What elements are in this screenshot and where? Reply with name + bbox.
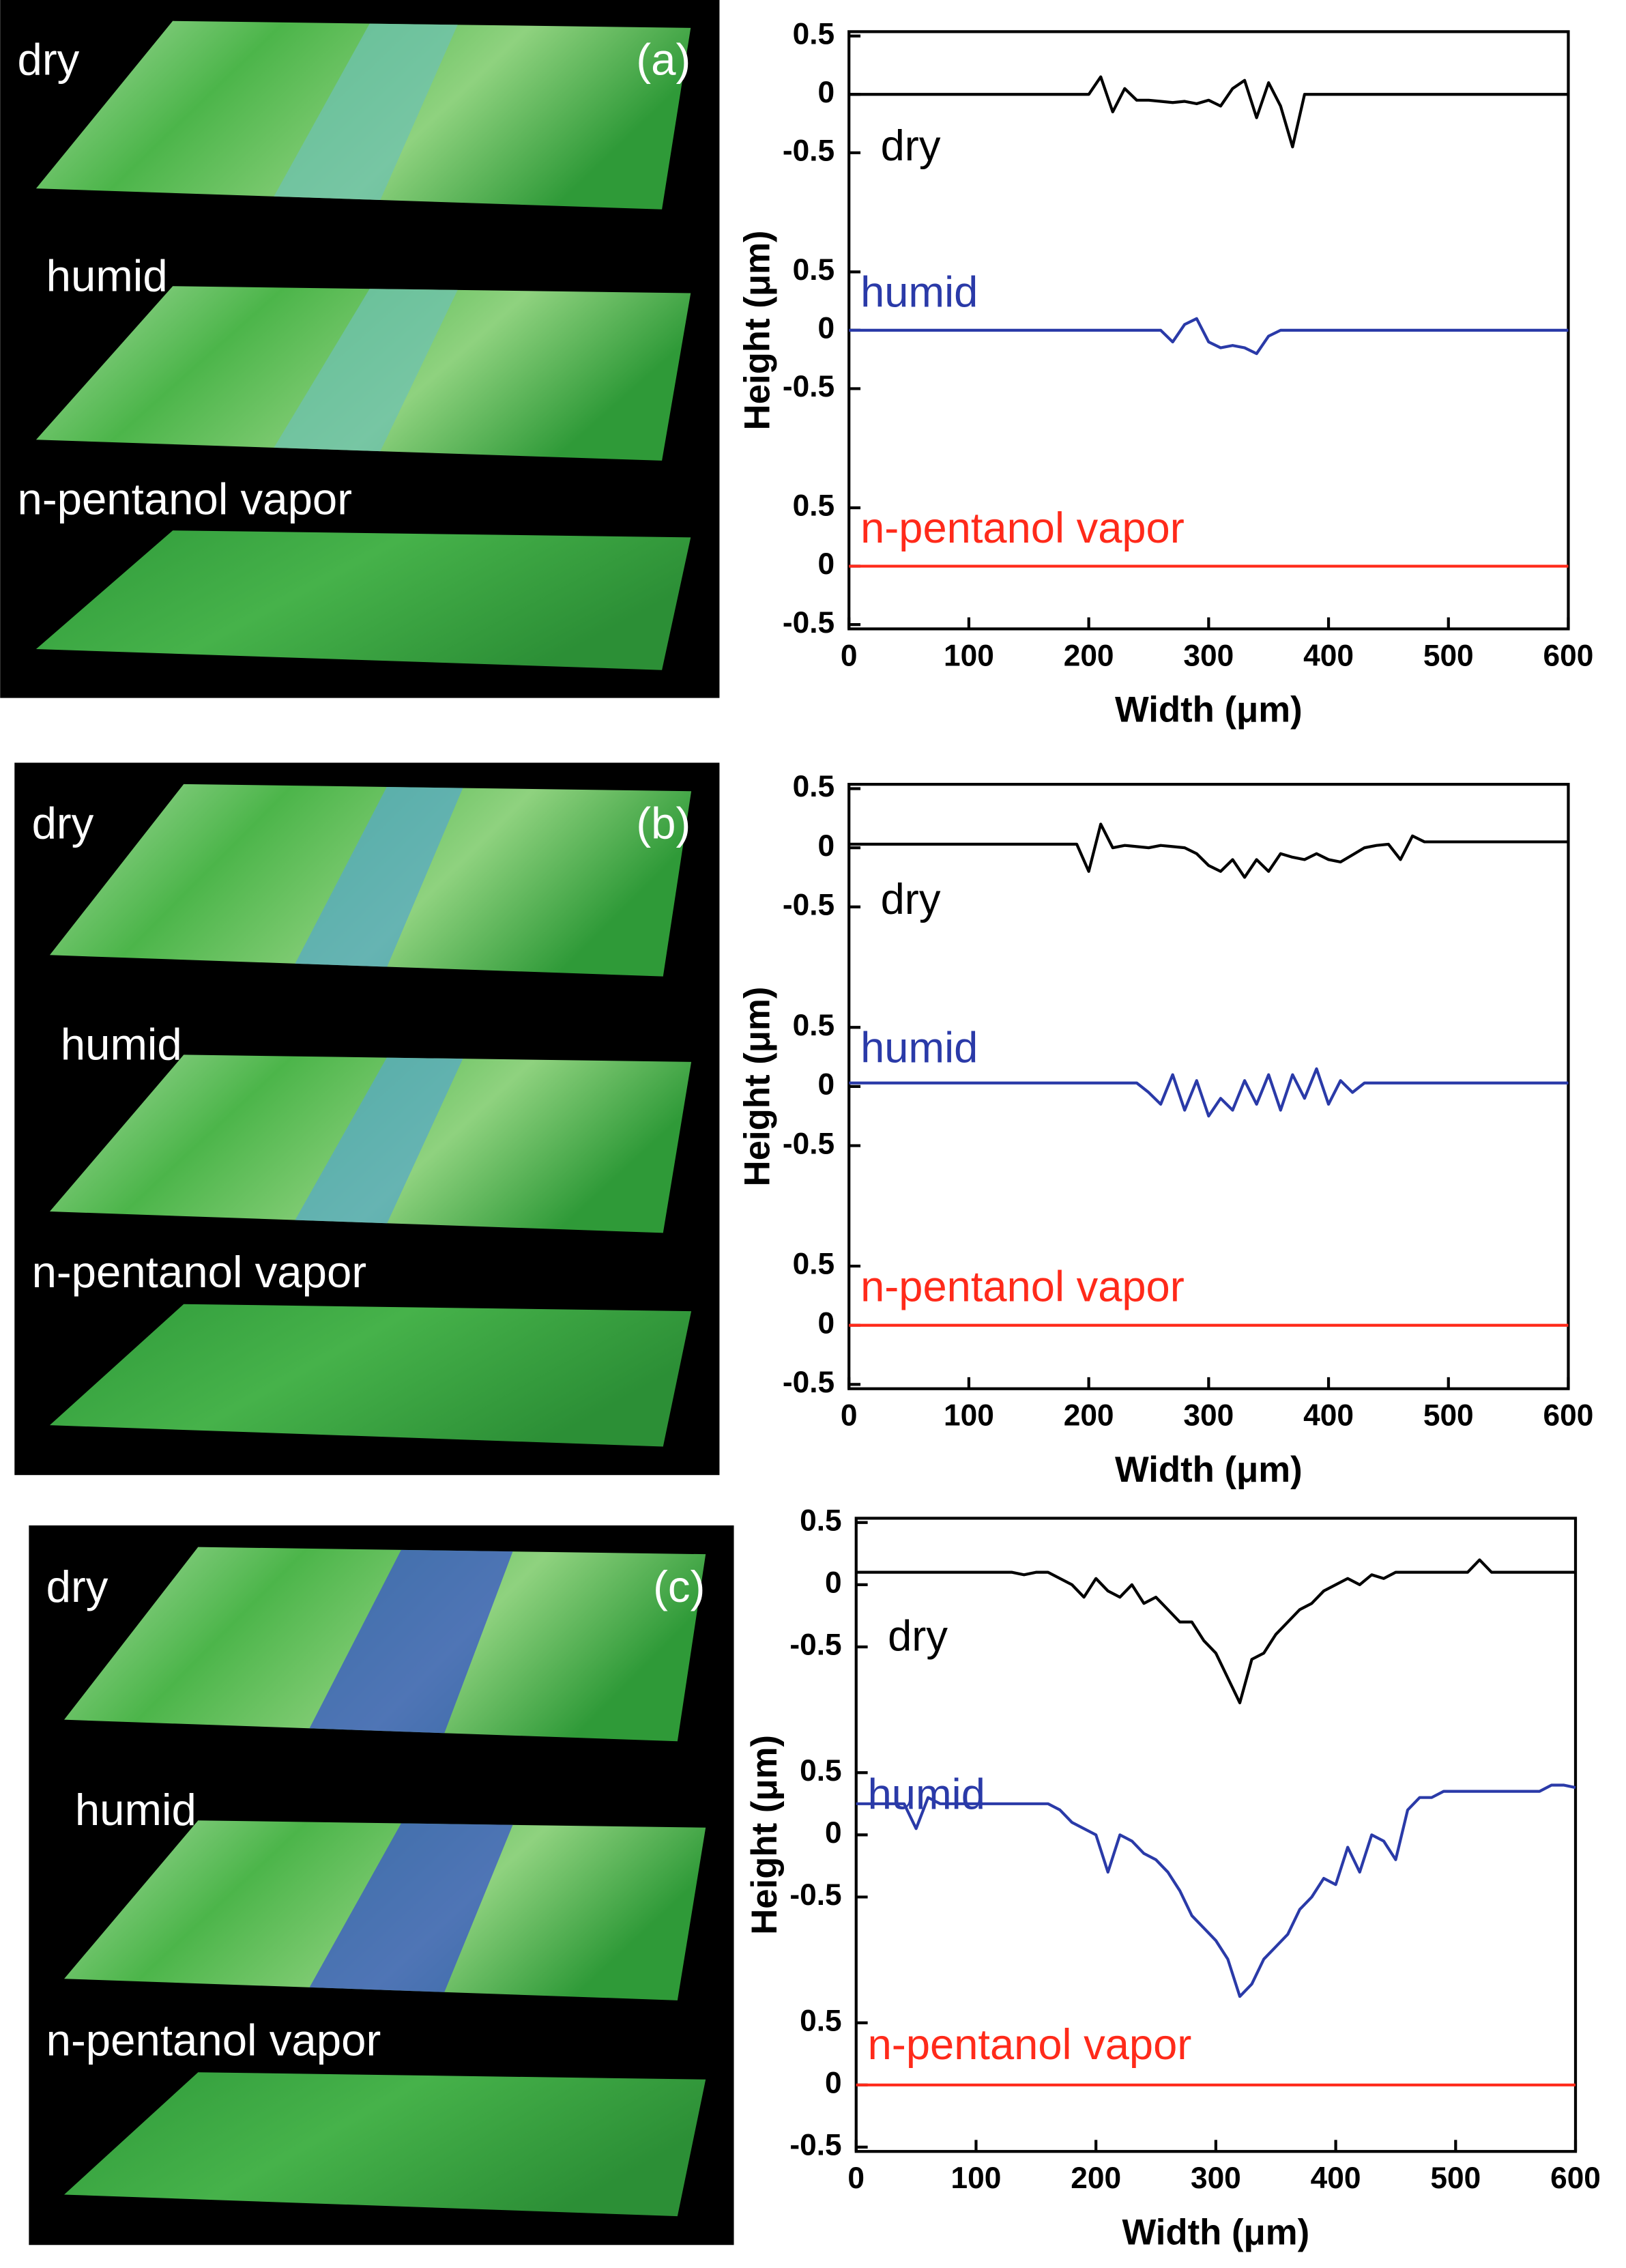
x-tick-label: 400 (1311, 2162, 1361, 2195)
image-label: n-pentanol vapor (17, 474, 352, 524)
x-tick-label: 0 (847, 2162, 865, 2195)
scratch (309, 1823, 513, 1992)
image-label: humid (61, 1019, 182, 1069)
y-tick-label: 0.5 (793, 489, 835, 523)
x-tick-label: 100 (944, 639, 994, 672)
x-tick-label: 300 (1191, 2162, 1241, 2195)
x-axis-label: Width (μm) (1115, 1450, 1303, 1490)
y-tick-label: -0.5 (783, 606, 834, 640)
x-tick-label: 600 (1543, 1399, 1594, 1433)
y-tick-label: 0 (818, 76, 835, 109)
x-tick-label: 100 (951, 2162, 1002, 2195)
series-label: n-pentanol vapor (860, 504, 1185, 552)
y-tick-label: -0.5 (789, 1628, 841, 1662)
y-tick-label: 0 (825, 2066, 842, 2099)
y-tick-label: -0.5 (783, 1127, 834, 1160)
image-label: dry (32, 799, 94, 848)
y-tick-label: 0.5 (793, 1248, 835, 1281)
x-tick-label: 0 (841, 1399, 858, 1433)
y-tick-label: 0 (818, 312, 835, 345)
series-label: n-pentanol vapor (868, 2021, 1192, 2069)
x-tick-label: 300 (1183, 639, 1234, 672)
image-label: humid (75, 1785, 197, 1835)
y-tick-label: 0 (818, 829, 835, 863)
y-tick-label: -0.5 (789, 1878, 841, 1912)
scratch (274, 289, 458, 452)
x-tick-label: 600 (1550, 2162, 1601, 2195)
x-tick-label: 500 (1430, 2162, 1481, 2195)
x-tick-label: 0 (841, 639, 858, 672)
x-tick-label: 600 (1543, 639, 1594, 672)
scratch (295, 1057, 463, 1224)
y-tick-label: -0.5 (789, 2129, 841, 2162)
x-axis-label: Width (μm) (1122, 2212, 1310, 2252)
x-tick-label: 400 (1303, 639, 1354, 672)
surface (49, 1304, 692, 1447)
y-tick-label: 0 (825, 1566, 842, 1600)
x-tick-label: 200 (1071, 2162, 1121, 2195)
y-tick-label: 0 (818, 1068, 835, 1102)
scratch (274, 23, 458, 200)
series-label: dry (888, 1613, 948, 1661)
y-tick-label: 0 (825, 1816, 842, 1850)
series-line (856, 1783, 1576, 1998)
panel-label: (c) (653, 1562, 705, 1611)
surface (64, 2072, 706, 2217)
image-label: dry (17, 34, 79, 84)
series-label: humid (860, 268, 978, 316)
image-label: dry (46, 1562, 108, 1611)
x-tick-label: 200 (1064, 639, 1114, 672)
scratch (309, 1549, 513, 1734)
y-tick-label: -0.5 (783, 1366, 834, 1399)
y-tick-label: 0.5 (800, 1754, 842, 1788)
panel-label: (a) (636, 34, 691, 84)
y-tick-label: 0.5 (793, 1009, 835, 1042)
image-label: humid (46, 250, 168, 300)
y-tick-label: 0 (818, 1306, 835, 1340)
y-tick-label: -0.5 (783, 888, 834, 921)
x-tick-label: 400 (1303, 1399, 1354, 1433)
x-tick-label: 100 (944, 1399, 994, 1433)
scratch (295, 786, 463, 967)
image-label: n-pentanol vapor (46, 2015, 381, 2065)
x-tick-label: 500 (1423, 1399, 1474, 1433)
series-label: dry (881, 876, 941, 923)
surface (35, 530, 691, 670)
series-label: humid (868, 1770, 985, 1818)
y-tick-label: -0.5 (783, 134, 834, 168)
y-tick-label: 0.5 (800, 2004, 842, 2037)
series-line (849, 822, 1569, 879)
series-line (856, 1558, 1576, 1705)
y-tick-label: 0.5 (793, 253, 835, 287)
image-label: n-pentanol vapor (32, 1247, 367, 1297)
x-tick-label: 200 (1064, 1399, 1114, 1433)
y-axis-label: Height (μm) (744, 1735, 785, 1935)
series-line (849, 317, 1569, 356)
y-tick-label: -0.5 (783, 370, 834, 403)
y-tick-label: 0 (818, 547, 835, 581)
y-tick-label: 0.5 (793, 17, 835, 51)
x-axis-label: Width (μm) (1115, 690, 1303, 730)
series-label: humid (860, 1024, 978, 1072)
series-line (849, 75, 1569, 149)
series-label: dry (881, 122, 941, 170)
y-tick-label: 0.5 (800, 1504, 842, 1537)
y-axis-label: Height (μm) (737, 230, 777, 430)
y-axis-label: Height (μm) (737, 987, 777, 1187)
series-line (849, 1067, 1569, 1118)
x-tick-label: 500 (1423, 639, 1474, 672)
panel-label: (b) (636, 799, 691, 848)
y-tick-label: 0.5 (793, 770, 835, 803)
x-tick-label: 300 (1183, 1399, 1234, 1433)
series-label: n-pentanol vapor (860, 1263, 1185, 1310)
